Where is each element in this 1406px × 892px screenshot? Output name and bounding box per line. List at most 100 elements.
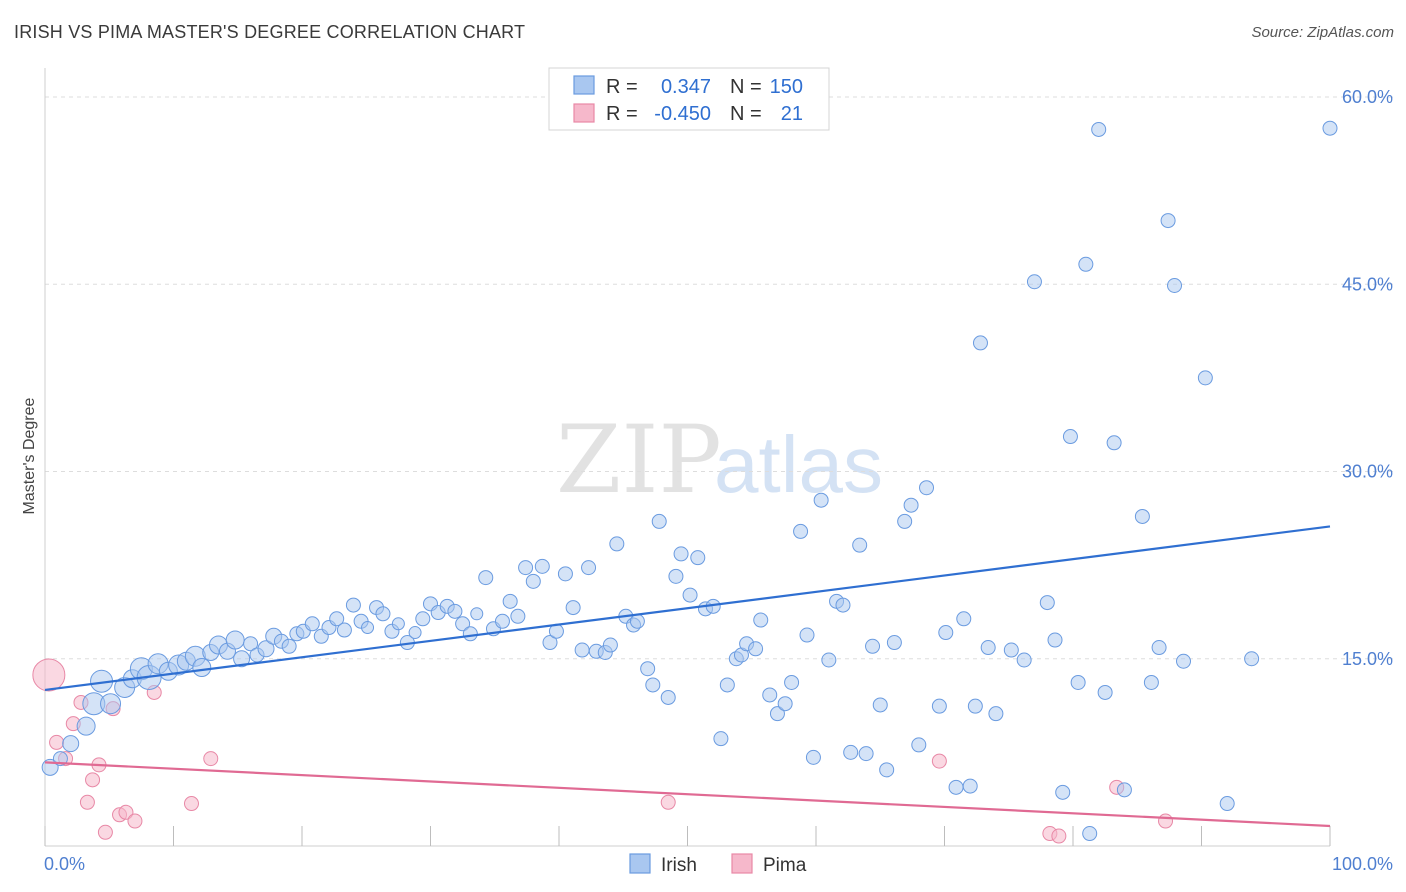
y-tick-labels: 15.0% 30.0% 45.0% 60.0%	[1342, 87, 1393, 669]
pima-point-6	[85, 772, 101, 788]
gridlines	[45, 96, 1395, 660]
irish-point-101	[843, 744, 859, 760]
irish-point-22	[243, 636, 259, 652]
pima-point-0	[32, 658, 66, 692]
y-tick-label-0: 15.0%	[1342, 649, 1393, 669]
irish-point-142	[1244, 651, 1260, 667]
pima-point-5	[79, 794, 95, 810]
irish-point-41	[391, 617, 405, 631]
irish-point-138	[1160, 213, 1176, 229]
chart-title: IRISH VS PIMA MASTER'S DEGREE CORRELATIO…	[14, 22, 526, 42]
irish-point-143	[1322, 120, 1338, 136]
irish-point-77	[668, 568, 684, 584]
irish-point-65	[581, 560, 597, 576]
irish-point-33	[329, 611, 345, 627]
irish-point-129	[1078, 256, 1094, 272]
legend-box	[548, 67, 830, 131]
irish-point-44	[415, 611, 431, 627]
irish-point-62	[557, 566, 573, 582]
watermark-atlas: atlas	[714, 420, 883, 509]
irish-trend-line	[44, 525, 1331, 692]
irish-point-112	[931, 698, 947, 714]
irish-point-98	[821, 652, 837, 668]
pima-point-17	[931, 753, 947, 769]
irish-point-122	[1016, 652, 1032, 668]
irish-point-135	[1134, 508, 1150, 524]
legend-n-value-irish: 150	[770, 76, 803, 98]
irish-point-115	[956, 611, 972, 627]
irish-point-104	[865, 638, 881, 654]
irish-point-123	[1026, 274, 1042, 290]
irish-point-118	[972, 335, 988, 351]
irish-point-80	[690, 550, 706, 566]
irish-point-43	[408, 626, 422, 640]
irish-point-78	[673, 546, 689, 562]
irish-point-137	[1151, 640, 1167, 656]
irish-point-68	[602, 637, 618, 653]
irish-point-116	[962, 778, 978, 794]
irish-point-127	[1062, 429, 1078, 445]
irish-point-50	[462, 626, 478, 642]
irish-point-5	[100, 693, 122, 715]
pima-point-21	[1158, 813, 1174, 829]
irish-point-48	[447, 603, 463, 619]
irish-point-114	[948, 779, 964, 795]
irish-point-58	[525, 573, 541, 589]
irish-point-125	[1047, 632, 1063, 648]
pima-point-11	[118, 804, 134, 820]
pima-point-14	[183, 796, 199, 812]
stats-legend: R = 0.347 N = 150 R = -0.450 N = 21	[548, 67, 830, 131]
irish-point-97	[813, 492, 829, 508]
irish-point-94	[793, 523, 809, 539]
irish-point-113	[938, 625, 954, 641]
irish-point-27	[281, 638, 297, 654]
legend-r-label-pima: R =	[606, 103, 638, 125]
irish-point-100	[835, 597, 851, 613]
bottom-swatch-irish	[629, 853, 651, 874]
pima-point-8	[97, 824, 113, 840]
irish-point-103	[858, 746, 874, 762]
trend-lines	[44, 525, 1331, 828]
irish-point-35	[345, 597, 361, 613]
legend-n-value-pima: 21	[781, 103, 803, 125]
legend-n-label-pima: N =	[730, 103, 762, 125]
bottom-legend-pima: Pima	[763, 855, 807, 876]
y-axis-label: Master's Degree	[21, 397, 38, 514]
irish-points	[41, 120, 1338, 842]
irish-point-16	[192, 657, 212, 677]
legend-swatch-pima	[573, 103, 595, 123]
irish-point-88	[748, 641, 764, 657]
irish-point-55	[502, 593, 518, 609]
irish-point-109	[903, 497, 919, 513]
irish-point-107	[886, 635, 902, 651]
irish-point-63	[565, 600, 581, 616]
irish-point-59	[534, 558, 550, 574]
x-tick-label-0: 0.0%	[44, 854, 85, 874]
x-ticks	[44, 826, 1331, 846]
irish-point-3	[76, 716, 96, 736]
irish-point-64	[574, 642, 590, 658]
irish-point-130	[1082, 826, 1098, 842]
pima-point-16	[660, 794, 676, 810]
y-tick-label-2: 45.0%	[1342, 274, 1393, 294]
legend-swatch-irish	[573, 75, 595, 95]
irish-point-56	[510, 608, 526, 624]
irish-point-73	[640, 661, 656, 677]
irish-point-69	[609, 536, 625, 552]
series-legend: Irish Pima	[629, 853, 807, 876]
irish-point-110	[911, 737, 927, 753]
irish-point-133	[1106, 435, 1122, 451]
irish-point-92	[777, 696, 793, 712]
irish-point-108	[897, 513, 913, 529]
irish-point-91	[769, 706, 785, 722]
bottom-swatch-pima	[731, 853, 753, 874]
irish-point-128	[1070, 674, 1086, 690]
irish-point-84	[719, 677, 735, 693]
pima-point-1	[49, 734, 65, 750]
pima-point-12	[127, 813, 143, 829]
irish-point-54	[494, 613, 510, 629]
irish-point-2	[62, 735, 80, 753]
irish-point-83	[713, 731, 729, 747]
irish-point-119	[980, 640, 996, 656]
